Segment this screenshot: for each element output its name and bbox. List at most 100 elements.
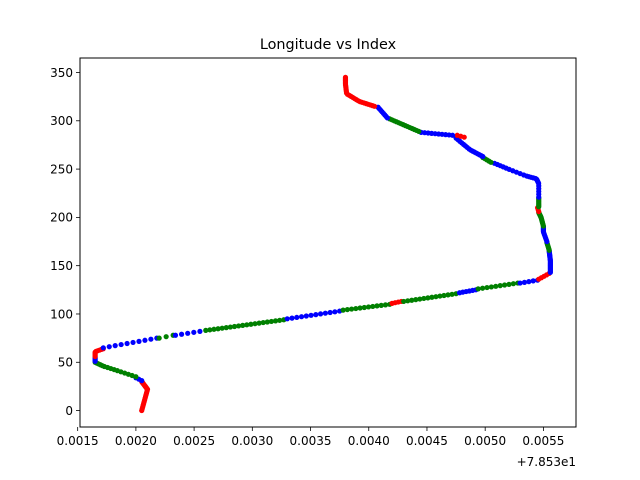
data-point: [308, 312, 314, 318]
data-point: [284, 316, 290, 322]
data-point: [227, 324, 233, 330]
data-point: [401, 298, 407, 305]
data-point: [530, 278, 536, 284]
series-segment-green: [156, 332, 176, 341]
data-point: [289, 315, 295, 321]
series-segment-green: [401, 291, 459, 305]
y-tick-label: 250: [50, 162, 73, 176]
series-segment-red: [342, 74, 378, 109]
data-point: [156, 335, 162, 341]
data-point: [475, 286, 481, 292]
data-point: [124, 340, 130, 347]
series-segment-green: [475, 280, 521, 292]
data-point: [441, 292, 447, 299]
data-point: [112, 343, 118, 349]
data-point: [449, 291, 455, 297]
series-segment-green: [92, 359, 139, 380]
data-point: [118, 341, 124, 348]
data-point: [256, 320, 262, 326]
data-point: [130, 339, 136, 346]
y-tick-label: 0: [65, 404, 73, 418]
data-point: [510, 281, 516, 287]
data-point: [327, 309, 333, 316]
data-point: [480, 285, 486, 291]
data-point: [342, 74, 349, 80]
x-tick-label: 0.0025: [173, 434, 215, 448]
y-tick-label: 100: [50, 307, 73, 321]
data-point: [294, 314, 300, 321]
data-point: [207, 327, 213, 333]
series-segment-blue: [172, 328, 203, 338]
data-point: [454, 132, 460, 138]
series-segment-blue: [284, 308, 343, 322]
x-axis-offset-label: +7.853e1: [517, 455, 576, 469]
data-point: [240, 322, 246, 328]
data-point: [185, 330, 191, 336]
data-point: [178, 331, 185, 337]
data-point: [277, 317, 283, 323]
data-point: [361, 304, 367, 311]
series-segment-blue: [375, 104, 390, 121]
data-point: [349, 306, 355, 312]
series-segment-red: [139, 379, 151, 414]
data-point: [409, 297, 415, 303]
data-point: [272, 318, 279, 324]
data-point: [235, 323, 242, 329]
data-point: [106, 344, 112, 350]
points-layer: [92, 74, 553, 414]
series-segment-green: [387, 116, 422, 135]
data-point: [425, 295, 431, 301]
x-tick-label: 0.0050: [464, 434, 506, 448]
data-point: [382, 302, 389, 308]
data-point: [260, 319, 266, 326]
data-point: [252, 321, 258, 327]
series-segment-blue: [456, 287, 479, 296]
y-tick-label: 300: [50, 114, 73, 128]
data-point: [526, 279, 532, 285]
data-point: [433, 294, 439, 300]
data-point: [219, 325, 225, 331]
x-axis: 0.0015 0.0020 0.0025 0.0030 0.0035 0.0040 0.00…: [57, 427, 564, 448]
series-segment-green: [340, 301, 393, 313]
data-point: [191, 329, 197, 335]
data-point: [172, 332, 179, 338]
y-axis: 0 50 100 150 200 250 300 350: [50, 66, 80, 418]
x-tick-label: 0.0020: [115, 434, 157, 448]
data-point: [303, 313, 309, 319]
chart-title: Longitude vs Index: [260, 37, 397, 53]
data-point: [493, 283, 499, 289]
data-point: [405, 298, 411, 304]
data-point: [136, 338, 142, 344]
data-point: [378, 302, 384, 308]
data-point: [497, 283, 503, 289]
y-tick-label: 50: [58, 356, 73, 370]
data-point: [429, 294, 435, 300]
data-point: [163, 334, 169, 340]
x-tick-label: 0.0055: [522, 434, 564, 448]
x-tick-label: 0.0015: [57, 434, 99, 448]
data-point: [244, 322, 250, 328]
data-point: [264, 319, 270, 325]
data-point: [268, 318, 275, 325]
data-point: [211, 326, 217, 332]
data-point: [340, 307, 346, 313]
y-tick-label: 150: [50, 259, 73, 273]
x-tick-label: 0.0045: [406, 434, 448, 448]
data-point: [322, 310, 328, 316]
data-point: [298, 314, 305, 320]
data-point: [517, 280, 523, 286]
data-point: [223, 325, 229, 331]
y-tick-label: 200: [50, 211, 73, 225]
y-tick-label: 350: [50, 66, 73, 80]
data-point: [365, 304, 372, 310]
data-point: [437, 293, 443, 299]
data-point: [332, 309, 338, 315]
data-point: [506, 281, 512, 287]
series-segment-blue: [418, 129, 456, 138]
x-tick-label: 0.0030: [231, 434, 273, 448]
series-segment-blue: [491, 160, 542, 200]
data-point: [374, 303, 380, 309]
data-point: [353, 305, 359, 312]
data-point: [203, 327, 209, 333]
data-point: [488, 284, 494, 290]
